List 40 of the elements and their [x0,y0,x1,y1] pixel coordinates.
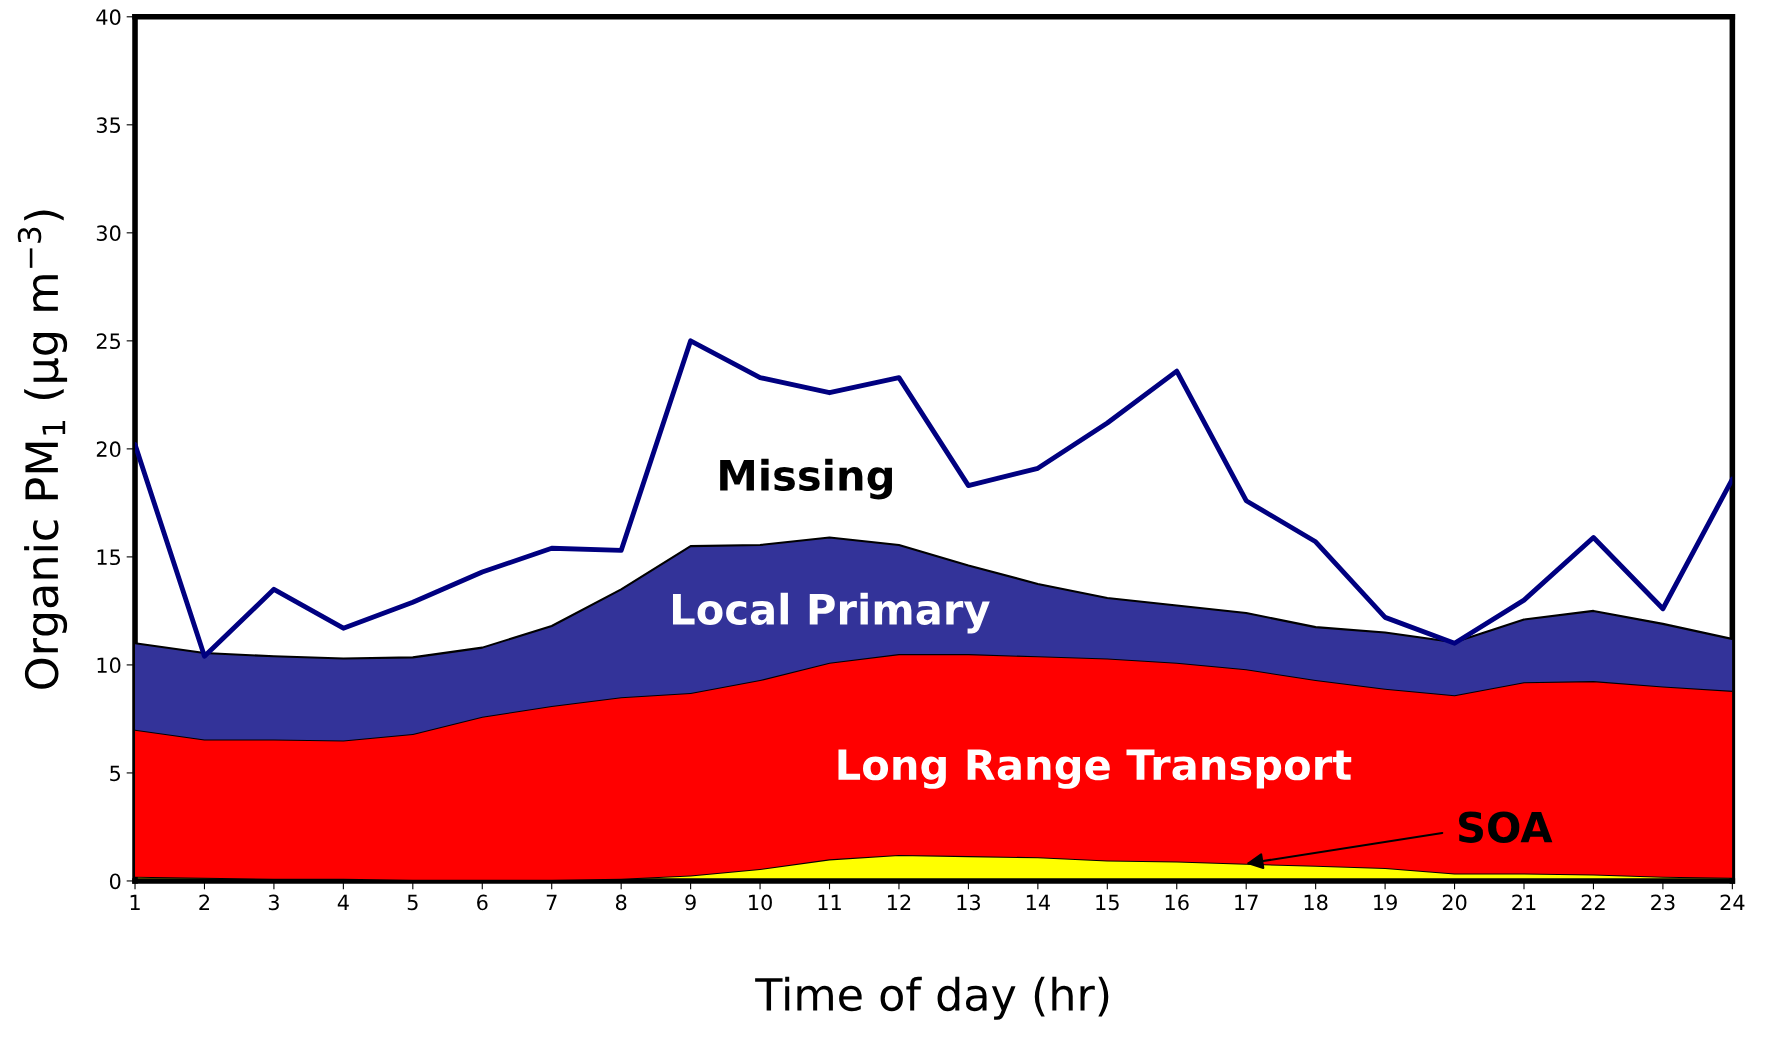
line-series [135,338,1733,659]
y-tick-label: 25 [96,333,121,350]
x-tick-label: 23 [1651,894,1675,911]
x-tick-label: 15 [1096,894,1119,911]
y-axis-title: Organic PM$_{1}$ (µg m$^{−3}$) [17,210,68,689]
x-tick-label: 6 [477,894,488,911]
x-tick-label: 21 [1512,894,1536,910]
annotation: SOA [1459,811,1553,843]
x-tick-label: 19 [1374,894,1397,911]
x-tick-label: 22 [1581,894,1605,910]
y-tick-label: 15 [97,549,121,566]
annotation: Long Range Transport [838,749,1352,789]
x-tick-label: 4 [337,894,349,910]
x-tick-label: 1 [130,894,140,910]
x-tick-label: 20 [1442,894,1467,911]
x-tick-label: 18 [1304,894,1328,911]
y-tick-label: 35 [96,117,121,134]
y-tick-label: 30 [96,225,121,242]
x-tick-label: 8 [615,894,627,911]
y-tick-label: 0 [109,873,121,890]
x-tick-label: 12 [887,894,911,910]
x-tick-label: 2 [199,894,210,910]
y-tick-label: 5 [110,765,121,782]
x-tick-label: 5 [407,894,418,911]
x-tick-label: 11 [818,894,841,910]
x-tick-label: 9 [685,894,696,911]
annotation: Missing [720,458,892,500]
annotation: Local Primary [672,592,990,634]
x-tick-label: 14 [1026,894,1050,910]
x-tick-label: 7 [546,894,557,910]
y-tick-label: 10 [97,657,121,674]
x-tick-label: 3 [268,894,279,911]
x-tick-label: 13 [957,894,980,911]
x-tick-label: 24 [1720,894,1745,910]
x-axis-title: Time of day (hr) [755,976,1109,1020]
y-tick-label: 20 [96,441,121,458]
x-tick-label: 17 [1235,894,1258,910]
x-tick-label: 10 [749,894,772,911]
x-tick-label: 16 [1165,894,1189,911]
y-tick-label: 40 [96,9,121,26]
